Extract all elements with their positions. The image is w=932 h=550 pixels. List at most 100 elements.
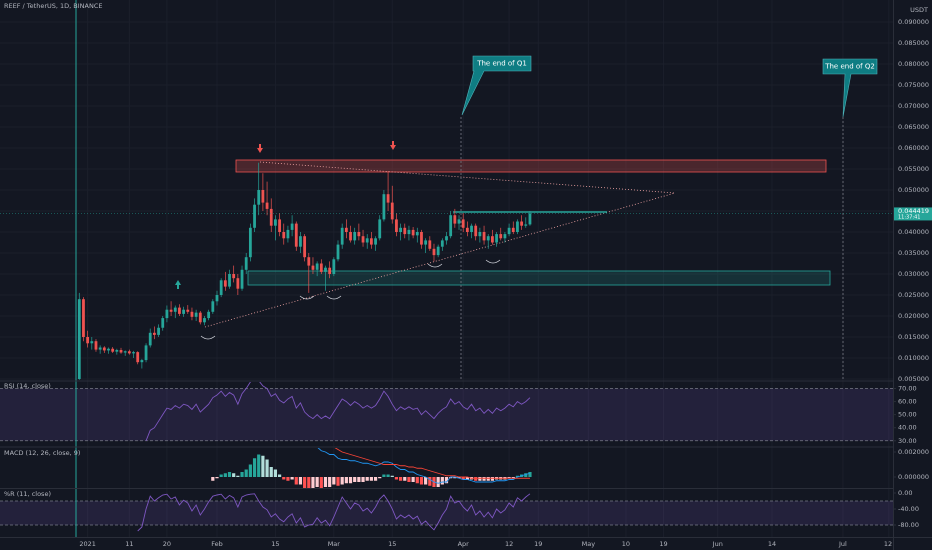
histogram-bar <box>403 477 407 481</box>
histogram-bar <box>257 454 261 477</box>
candle-body <box>94 341 98 350</box>
histogram-bar <box>298 477 303 485</box>
candle-body <box>178 307 181 314</box>
histogram-bar <box>436 477 440 487</box>
candle-body <box>311 265 315 270</box>
candle-body <box>278 219 281 232</box>
histogram-bar <box>394 477 399 480</box>
y-tick-label: 30.00 <box>898 437 917 445</box>
candle-body <box>382 194 386 220</box>
candle-body <box>516 221 519 232</box>
candle-body <box>353 231 357 241</box>
candle-body <box>257 190 261 205</box>
candle-body <box>407 229 411 235</box>
x-tick-label: Jun <box>712 540 723 548</box>
candle-body <box>319 263 323 272</box>
x-tick-label: 11 <box>125 540 133 548</box>
histogram-bar <box>474 477 478 481</box>
x-tick-label: 15 <box>271 540 279 548</box>
y-tick-label: 0.075000 <box>898 81 929 89</box>
histogram-bar <box>286 477 290 481</box>
candle-body <box>207 311 211 319</box>
histogram-bar <box>398 477 403 481</box>
candle-body <box>90 341 94 344</box>
histogram-bar <box>290 477 294 480</box>
x-tick-label: Feb <box>211 540 223 548</box>
histogram-bar <box>273 469 278 477</box>
histogram-bar <box>428 477 432 486</box>
y-tick-label: 0.080000 <box>898 60 929 68</box>
y-tick-label: 0.00 <box>898 489 912 497</box>
histogram-bar <box>486 477 490 481</box>
indicator-band <box>0 388 893 441</box>
candle-body <box>457 219 461 224</box>
histogram-bar <box>282 477 286 480</box>
candle-body <box>336 244 340 260</box>
histogram-bar <box>323 477 328 487</box>
candle-body <box>144 345 148 361</box>
symbol-title: REEF / TetherUS, 1D, BINANCE <box>4 2 102 10</box>
histogram-bar <box>336 477 340 486</box>
candle-body <box>440 240 444 247</box>
histogram-bar <box>444 477 449 484</box>
y-tick-label: 0.015000 <box>898 333 929 341</box>
support-zone <box>247 270 831 286</box>
candle-body <box>386 194 390 203</box>
histogram-bar <box>382 474 386 477</box>
candle-body <box>478 231 482 237</box>
histogram-bar <box>244 469 248 477</box>
indicator-title: %R (11, close) <box>4 490 51 498</box>
candle-body <box>127 351 131 354</box>
candle-body <box>136 352 140 363</box>
y-tick-label: 0.025000 <box>898 291 929 299</box>
candle-body <box>495 234 498 243</box>
candle-body <box>236 278 240 289</box>
candle-body <box>328 267 332 274</box>
histogram-bar <box>328 477 332 487</box>
candle-body <box>198 312 202 323</box>
histogram-bar <box>478 477 482 481</box>
y-tick-label: 40.00 <box>898 424 917 432</box>
macd-line <box>317 448 531 484</box>
histogram-bar <box>361 477 365 482</box>
candle-body <box>395 219 398 232</box>
candle-body <box>286 229 290 239</box>
candle-body <box>332 259 336 274</box>
y-tick-label: 0.002000 <box>898 448 929 456</box>
candle-body <box>203 318 206 323</box>
histogram-bar <box>369 477 373 481</box>
histogram-bar <box>511 477 515 479</box>
candle-body <box>465 227 469 232</box>
candle-body <box>374 238 377 245</box>
candle-body <box>240 269 244 289</box>
histogram-bar <box>303 477 307 488</box>
x-tick-label: Apr <box>458 540 470 548</box>
candle-body <box>119 350 123 353</box>
histogram-bar <box>411 477 415 482</box>
candle-body <box>390 202 394 220</box>
y-tick-label: 0.050000 <box>898 186 929 194</box>
trend-line <box>259 161 676 194</box>
candle-body <box>424 240 428 245</box>
candle-body <box>290 223 294 230</box>
candle-body <box>211 301 215 312</box>
histogram-bar <box>227 472 232 477</box>
candle-body <box>461 219 465 228</box>
candle-body <box>107 348 110 351</box>
histogram-bar <box>528 472 532 477</box>
y-tick-label: 60.00 <box>898 398 917 406</box>
candle-body <box>361 236 365 243</box>
histogram-bar <box>386 474 390 477</box>
callout-text: The end of Q2 <box>824 63 875 71</box>
candle-body <box>420 231 423 245</box>
candle-body <box>369 238 373 245</box>
histogram-bar <box>277 474 282 477</box>
x-tick-label: 15 <box>388 540 396 548</box>
histogram-bar <box>232 473 236 477</box>
y-tick-label: 0.020000 <box>898 312 929 320</box>
candle-body <box>511 227 515 232</box>
histogram-bar <box>269 467 273 477</box>
candle-body <box>499 234 503 239</box>
candle-body <box>432 248 436 256</box>
